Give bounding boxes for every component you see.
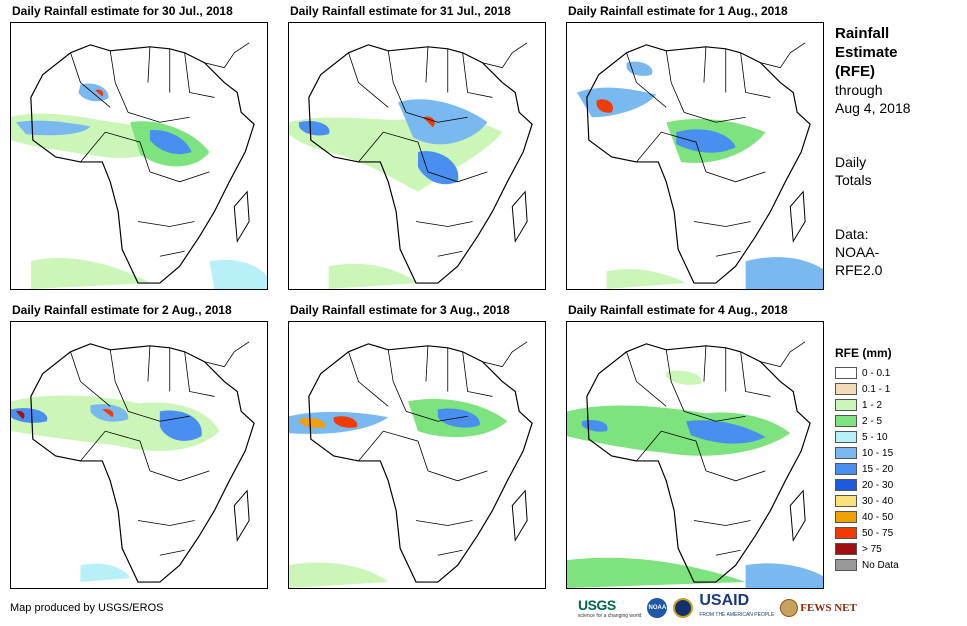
through-label: through bbox=[835, 82, 883, 98]
legend-swatch bbox=[835, 511, 857, 523]
logo-strip: USGS science for a changing world NOAA U… bbox=[578, 592, 857, 620]
legend-item: 40 - 50 bbox=[835, 509, 925, 525]
side-title-line: (RFE) bbox=[835, 63, 875, 80]
legend-swatch bbox=[835, 495, 857, 507]
credit-text: Map produced by USGS/EROS bbox=[10, 602, 164, 614]
legend-swatch bbox=[835, 367, 857, 379]
through-date: Aug 4, 2018 bbox=[835, 100, 911, 116]
noaa-logo: NOAA bbox=[647, 598, 668, 618]
legend-item: 50 - 75 bbox=[835, 525, 925, 541]
legend-label: No Data bbox=[862, 559, 899, 571]
legend-item: No Data bbox=[835, 557, 925, 573]
fews-net-logo: FEWS NET bbox=[780, 599, 857, 617]
legend-item: > 75 bbox=[835, 541, 925, 557]
legend-swatch bbox=[835, 479, 857, 491]
rainfall-map bbox=[288, 321, 546, 589]
legend-swatch bbox=[835, 383, 857, 395]
legend-swatch bbox=[835, 431, 857, 443]
side-info: Rainfall Estimate (RFE) through Aug 4, 2… bbox=[835, 24, 963, 279]
side-title-line: Rainfall bbox=[835, 25, 890, 42]
legend-label: 50 - 75 bbox=[862, 527, 894, 539]
rainfall-map bbox=[10, 22, 268, 290]
panel-title: Daily Rainfall estimate for 30 Jul., 201… bbox=[12, 4, 233, 18]
legend-label: 10 - 15 bbox=[862, 447, 894, 459]
legend-swatch bbox=[835, 447, 857, 459]
daily-label: Daily bbox=[835, 154, 867, 170]
legend-item: 10 - 15 bbox=[835, 445, 925, 461]
rainfall-map bbox=[566, 22, 824, 290]
legend-item: 2 - 5 bbox=[835, 413, 925, 429]
legend: RFE (mm) 0 - 0.1 0.1 - 1 1 - 2 2 - 5 5 - 10 1… bbox=[835, 346, 925, 573]
globe-icon bbox=[780, 599, 799, 617]
legend-label: 2 - 5 bbox=[862, 415, 883, 427]
legend-swatch bbox=[835, 463, 857, 475]
seal-logo bbox=[673, 598, 694, 618]
legend-label: 20 - 30 bbox=[862, 479, 894, 491]
usaid-logo: USAID FROM THE AMERICAN PEOPLE bbox=[699, 592, 775, 619]
legend-label: 0.1 - 1 bbox=[862, 383, 891, 395]
legend-item: 15 - 20 bbox=[835, 461, 925, 477]
legend-item: 5 - 10 bbox=[835, 429, 925, 445]
legend-label: 1 - 2 bbox=[862, 399, 883, 411]
totals-label: Totals bbox=[835, 172, 872, 188]
legend-item: 0.1 - 1 bbox=[835, 381, 925, 397]
legend-title: RFE (mm) bbox=[835, 346, 892, 360]
legend-label: 5 - 10 bbox=[862, 431, 888, 443]
panel-title: Daily Rainfall estimate for 1 Aug., 2018 bbox=[568, 4, 788, 18]
legend-swatch bbox=[835, 415, 857, 427]
legend-label: > 75 bbox=[862, 543, 882, 555]
legend-item: 20 - 30 bbox=[835, 477, 925, 493]
rainfall-map bbox=[288, 22, 546, 290]
legend-swatch bbox=[835, 527, 857, 539]
panel-title: Daily Rainfall estimate for 2 Aug., 2018 bbox=[12, 303, 232, 317]
legend-item: 30 - 40 bbox=[835, 493, 925, 509]
panel-title: Daily Rainfall estimate for 3 Aug., 2018 bbox=[290, 303, 510, 317]
legend-label: 15 - 20 bbox=[862, 463, 894, 475]
data-source-line: NOAA- bbox=[835, 244, 880, 260]
legend-swatch bbox=[835, 559, 857, 571]
panel-title: Daily Rainfall estimate for 31 Jul., 201… bbox=[290, 4, 511, 18]
legend-swatch bbox=[835, 543, 857, 555]
legend-item: 0 - 0.1 bbox=[835, 365, 925, 381]
legend-label: 40 - 50 bbox=[862, 511, 894, 523]
legend-swatch bbox=[835, 399, 857, 411]
panel-title: Daily Rainfall estimate for 4 Aug., 2018 bbox=[568, 303, 788, 317]
usgs-logo: USGS science for a changing world bbox=[578, 597, 642, 619]
side-title-line: Estimate bbox=[835, 44, 898, 61]
legend-item: 1 - 2 bbox=[835, 397, 925, 413]
legend-label: 0 - 0.1 bbox=[862, 367, 891, 379]
rainfall-map bbox=[10, 321, 268, 589]
data-source-line: RFE2.0 bbox=[835, 262, 883, 278]
rainfall-map bbox=[566, 321, 824, 589]
legend-label: 30 - 40 bbox=[862, 495, 894, 507]
data-label: Data: bbox=[835, 226, 869, 242]
